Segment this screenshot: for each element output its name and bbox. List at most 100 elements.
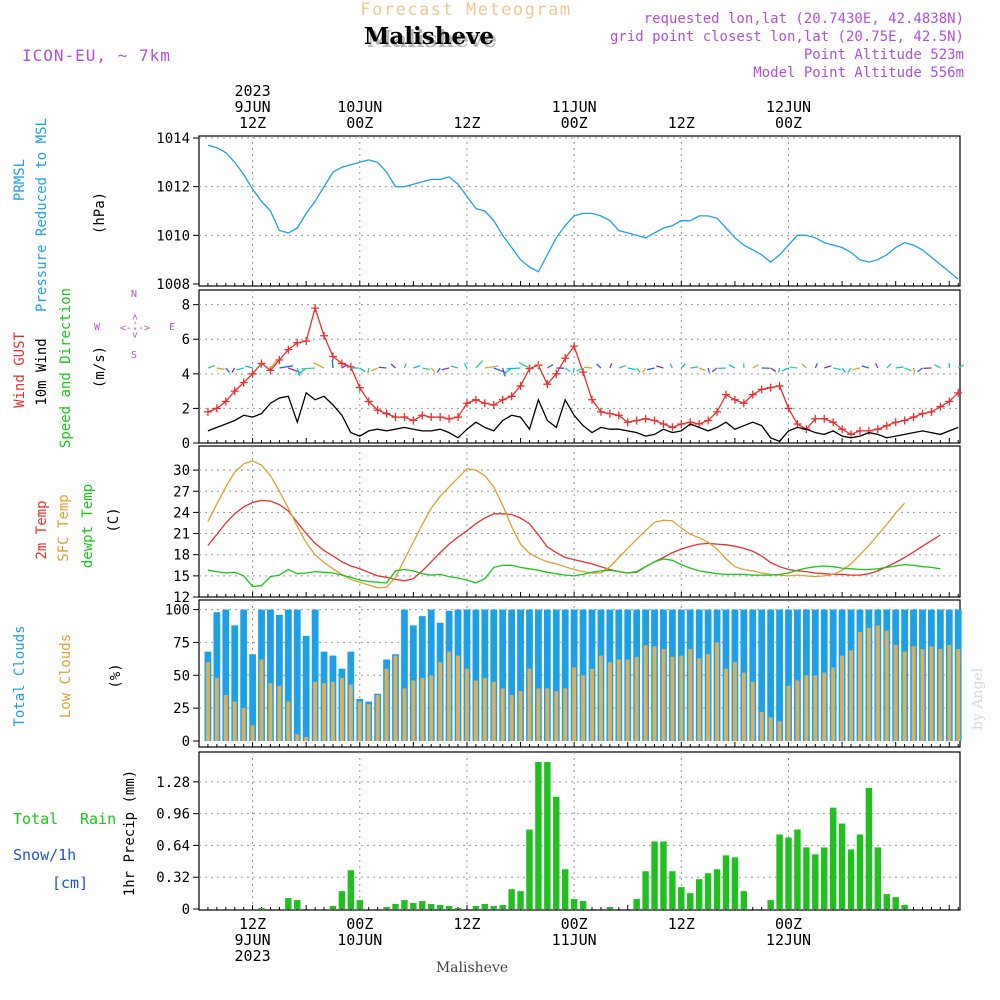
low-cloud-bar bbox=[706, 654, 711, 741]
gust-point-marker bbox=[855, 426, 864, 435]
gust-point-marker bbox=[623, 418, 632, 427]
low-cloud-bar bbox=[491, 681, 496, 741]
total-cloud-bar bbox=[552, 609, 560, 741]
time-axis-bottom-label: 12JUN bbox=[766, 931, 811, 949]
wind-direction-arrow bbox=[441, 367, 450, 371]
gust-point-marker bbox=[927, 407, 936, 416]
low-cloud-bar bbox=[813, 675, 818, 741]
gust-point-marker bbox=[766, 383, 775, 392]
precip-bar bbox=[392, 904, 399, 909]
precip-bar bbox=[865, 787, 873, 909]
wind-direction-arrow bbox=[646, 367, 655, 371]
gust-point-marker bbox=[748, 390, 757, 399]
low-cloud-bar bbox=[223, 695, 228, 741]
time-axis-top-label: 12Z bbox=[239, 114, 266, 132]
low-cloud-bar bbox=[456, 655, 460, 741]
gust-point-marker bbox=[418, 411, 427, 420]
wind-direction-arrow bbox=[957, 364, 965, 369]
precip-bar bbox=[687, 893, 694, 909]
plot-layer: 1008101010121014024681215182124273002550… bbox=[156, 82, 965, 965]
precip-bar bbox=[856, 834, 864, 909]
gust-point-marker bbox=[400, 413, 409, 422]
pressure-ytick-label: 1014 bbox=[156, 131, 190, 147]
wind-direction-arrow bbox=[886, 363, 892, 369]
low-cloud-bar bbox=[670, 656, 675, 741]
low-cloud-bar bbox=[795, 680, 800, 741]
temp-label-unit: (C) bbox=[106, 507, 122, 532]
wind-direction-arrow bbox=[680, 363, 686, 369]
time-axis-bottom-label: 10JUN bbox=[337, 931, 382, 949]
precip-bar bbox=[285, 898, 292, 909]
wind-direction-arrow bbox=[904, 367, 912, 372]
pressure-frame bbox=[198, 135, 961, 287]
low-cloud-bar bbox=[241, 708, 246, 741]
wind-direction-arrow bbox=[403, 363, 407, 369]
gust-point-marker bbox=[328, 352, 337, 361]
precip-bar bbox=[803, 847, 810, 909]
low-cloud-bar bbox=[295, 734, 300, 741]
wind-direction-arrow bbox=[934, 364, 941, 369]
low-cloud-bar bbox=[634, 656, 639, 741]
low-cloud-bar bbox=[429, 675, 434, 741]
gust-point-marker bbox=[793, 419, 802, 428]
product-title: Forecast Meteogram bbox=[360, 0, 571, 20]
low-cloud-bar bbox=[920, 649, 925, 741]
wind-direction-arrow bbox=[596, 363, 602, 369]
low-cloud-bar bbox=[554, 691, 559, 741]
low-cloud-bar bbox=[438, 662, 443, 741]
gust-point-marker bbox=[337, 359, 346, 368]
precip-bar bbox=[642, 871, 649, 909]
precip-bar bbox=[847, 849, 855, 909]
total-cloud-bar bbox=[401, 609, 408, 741]
low-cloud-bar bbox=[393, 655, 398, 741]
low-cloud-bar bbox=[545, 688, 550, 741]
compass-east: E bbox=[169, 322, 175, 333]
wind-direction-arrow bbox=[279, 365, 294, 369]
precip-bar bbox=[454, 908, 462, 909]
precip-bar bbox=[508, 889, 515, 909]
gust-point-marker bbox=[489, 400, 498, 409]
precip-bar bbox=[258, 908, 265, 909]
point-altitude: Point Altitude 523m bbox=[804, 47, 964, 63]
total-cloud-bar bbox=[311, 609, 319, 741]
total-cloud-bar bbox=[776, 609, 783, 741]
gust-point-marker bbox=[757, 385, 766, 394]
total-cloud-bar bbox=[490, 609, 498, 741]
precip-bar bbox=[481, 904, 489, 909]
gust-point-marker bbox=[838, 425, 847, 434]
model-altitude: Model Point Altitude 556m bbox=[753, 65, 964, 81]
wind-direction-arrow bbox=[231, 367, 236, 373]
wind-direction-arrow bbox=[331, 359, 334, 369]
precip-bar bbox=[660, 841, 667, 909]
precip-bar bbox=[329, 906, 337, 909]
temp-label-dewpt: dewpt Temp bbox=[80, 484, 96, 568]
precip-bar bbox=[606, 907, 614, 909]
gust-point-marker bbox=[570, 342, 579, 351]
temperature-ytick-label: 30 bbox=[173, 463, 190, 479]
low-cloud-bar bbox=[331, 681, 335, 741]
wind-direction-arrow bbox=[378, 366, 387, 369]
wind-direction-arrow bbox=[502, 367, 506, 377]
wind-direction-arrow bbox=[636, 367, 641, 373]
gust-point-marker bbox=[909, 413, 918, 422]
low-cloud-bar bbox=[572, 667, 577, 741]
wind-direction-arrow bbox=[777, 367, 781, 373]
wind-direction-arrow bbox=[728, 364, 736, 369]
wind-direction-arrow bbox=[707, 367, 710, 373]
model-label: ICON-EU, ~ 7km bbox=[22, 46, 171, 65]
precip-bar bbox=[401, 900, 408, 909]
low-cloud-bar bbox=[500, 688, 505, 741]
precipitation-ytick-label: 0.32 bbox=[156, 870, 190, 886]
low-cloud-bar bbox=[875, 625, 880, 741]
precipitation-ytick-label: 1.28 bbox=[156, 775, 190, 791]
low-cloud-bar bbox=[956, 649, 961, 741]
wind-direction-arrow bbox=[301, 367, 316, 370]
wind-direction-arrow bbox=[475, 360, 484, 369]
gust-point-marker bbox=[454, 413, 463, 422]
series-line-sfc-temp bbox=[207, 460, 906, 589]
gust-point-marker bbox=[918, 409, 927, 418]
time-axis-top-label: 11JUN bbox=[552, 98, 597, 116]
total-cloud-bar bbox=[213, 612, 221, 741]
temperature-ytick-label: 24 bbox=[173, 505, 190, 521]
